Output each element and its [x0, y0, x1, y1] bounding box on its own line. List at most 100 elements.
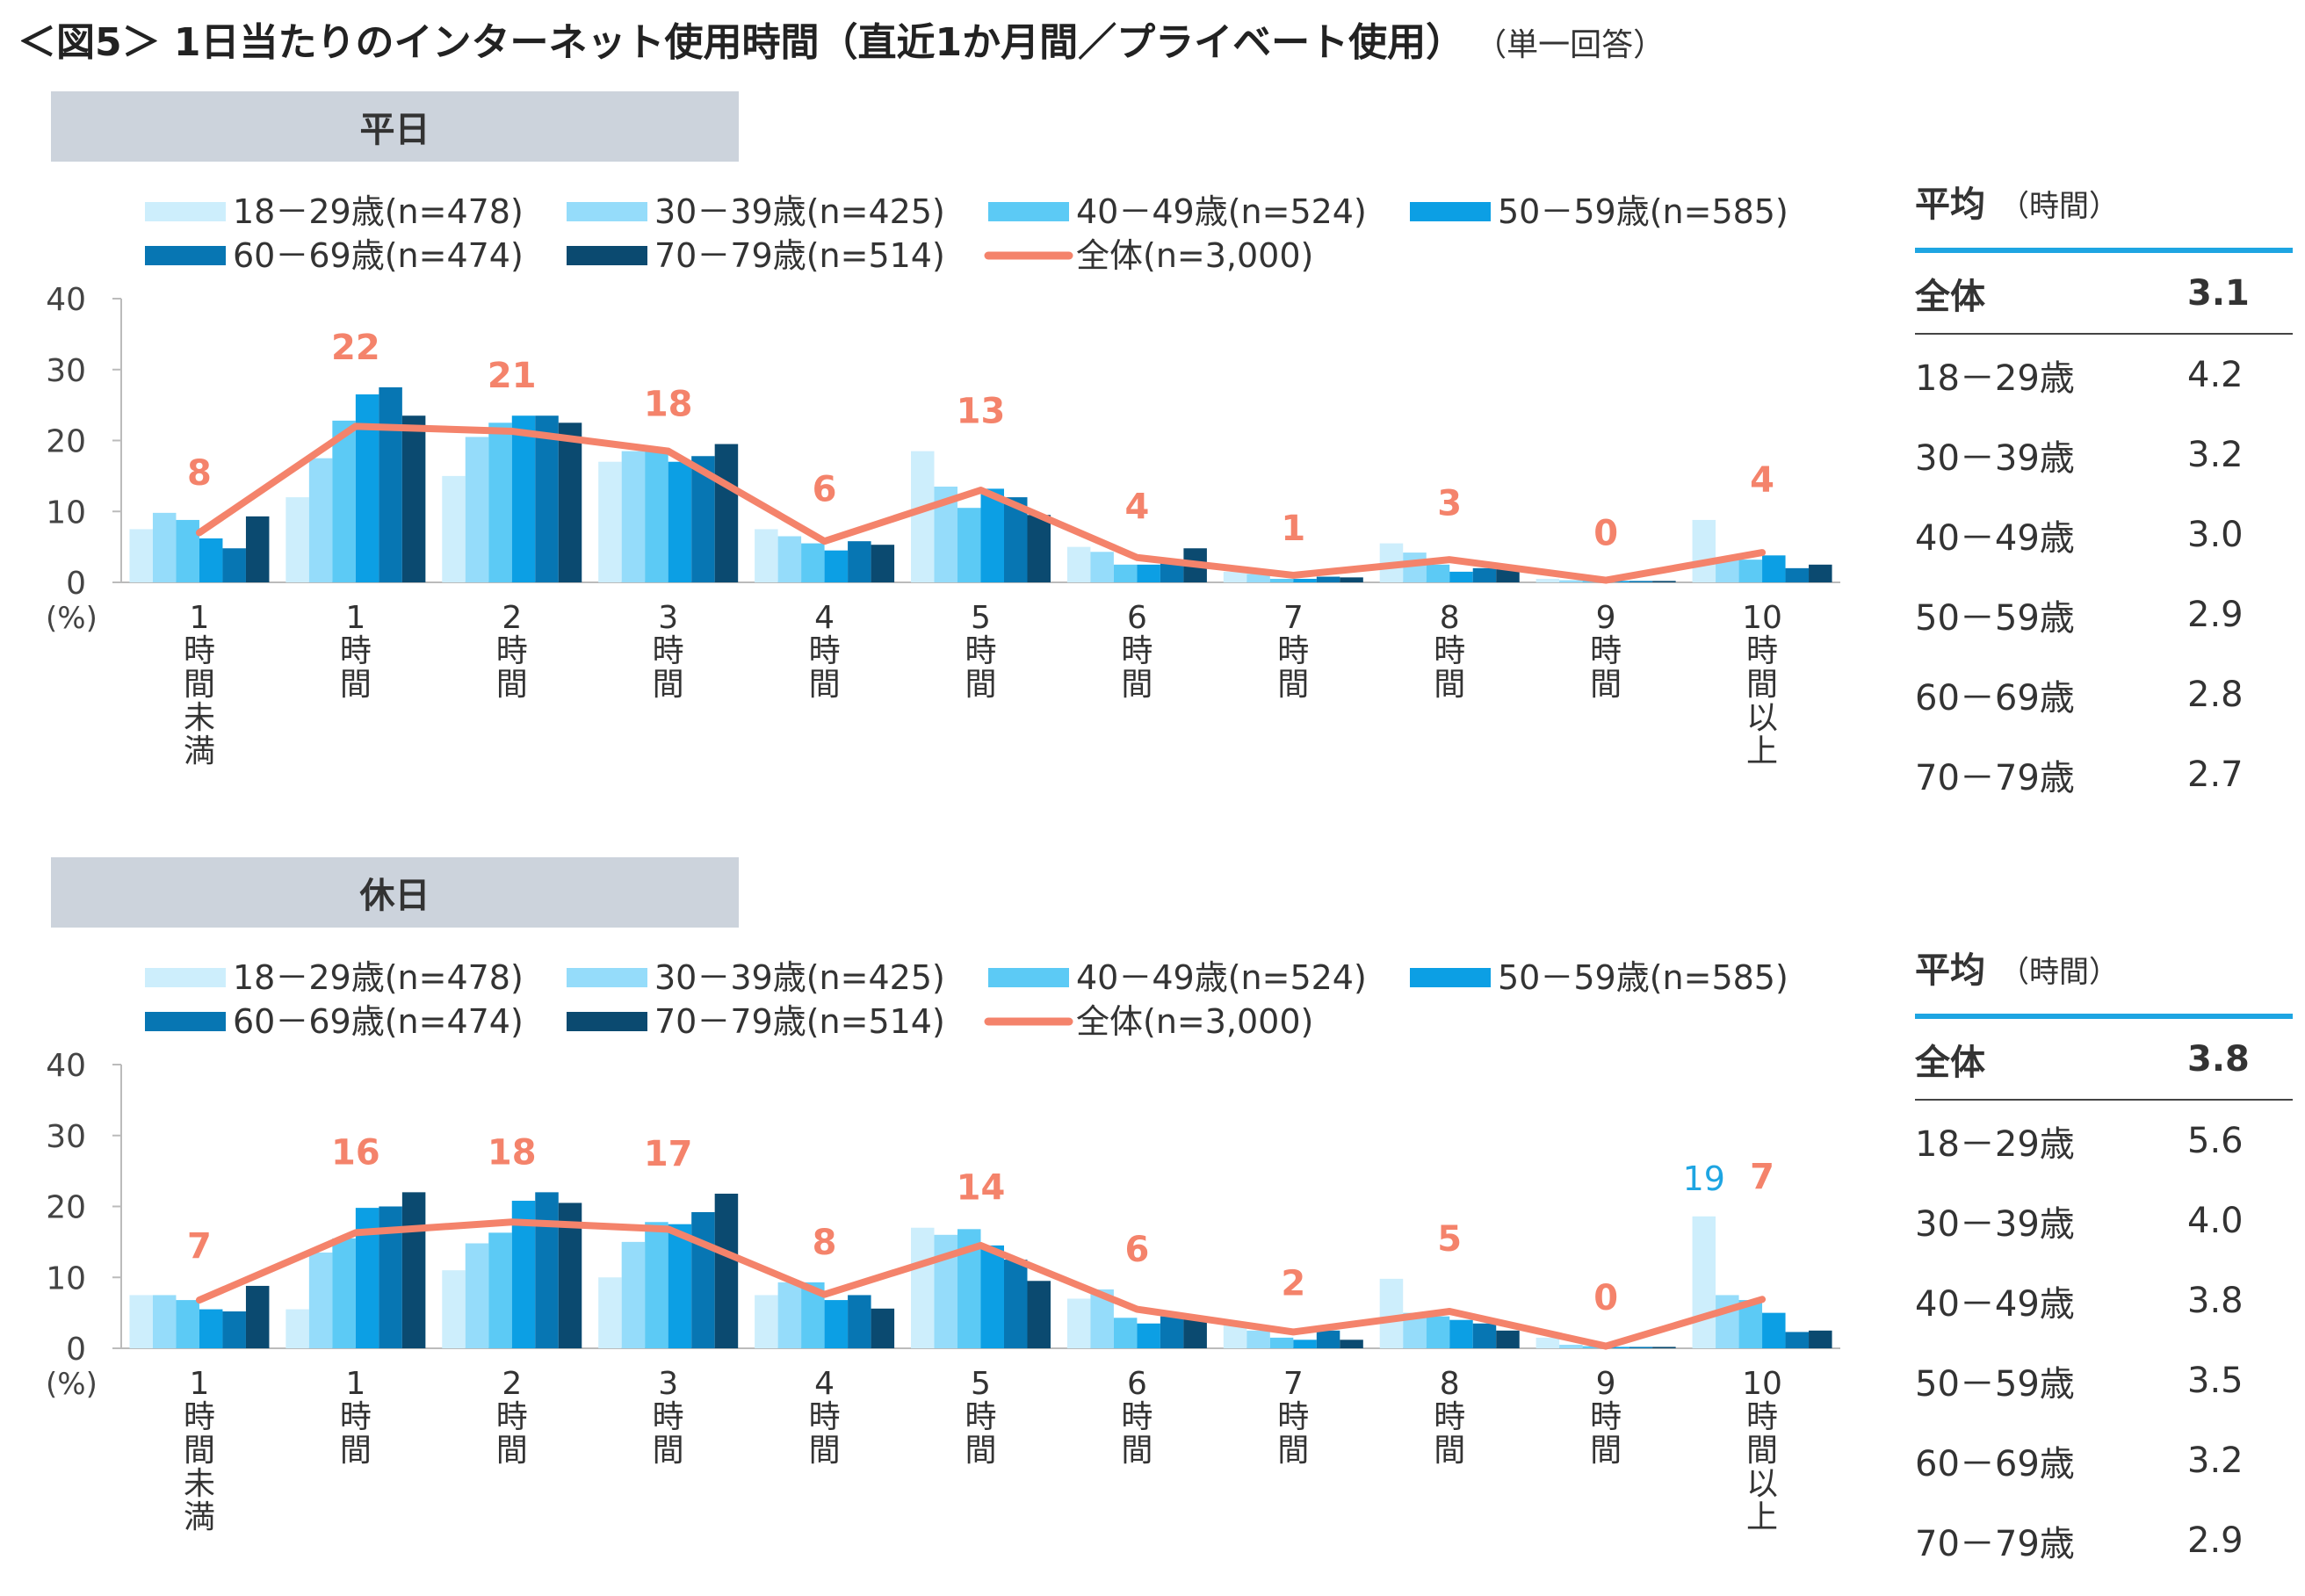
avg-row-label: 40－49歳: [1915, 1283, 2075, 1325]
chart-weekday: 18－29歳(n=478) 30－39歳(n=425) 40－49歳(n=524) 5…: [46, 192, 1840, 769]
x-tick-label-part: 間: [653, 667, 684, 703]
x-tick-label-part: 2: [502, 1366, 522, 1402]
x-tick-label: 6時間: [1121, 1366, 1152, 1469]
avg-row: 30－39歳 4.0: [1915, 1181, 2293, 1260]
bar: [222, 548, 246, 582]
legend-label: 18－29歳(n=478): [233, 958, 524, 997]
x-tick-label-part: 時: [496, 1399, 528, 1435]
data-label: 6: [1124, 1230, 1149, 1270]
x-tick-label: 7時間: [1277, 1366, 1309, 1469]
avg-row-value: 3.8: [2187, 1280, 2244, 1321]
avg-row: 60－69歳 3.2: [1915, 1420, 2293, 1500]
bar: [1379, 1278, 1404, 1348]
avg-row-label: 70－79歳: [1915, 1523, 2075, 1564]
bar: [1535, 578, 1560, 582]
panel-label-weekday: 平日: [51, 91, 739, 162]
legend-label: 30－39歳(n=425): [654, 192, 945, 231]
bar: [199, 1309, 223, 1348]
x-tick-label-part: 間: [1434, 1433, 1465, 1469]
x-tick-label-part: 1: [345, 600, 365, 636]
bar: [911, 451, 935, 582]
avg-row-value: 2.8: [2187, 674, 2244, 715]
x-tick-label-part: 時: [184, 633, 215, 669]
bar: [691, 1211, 715, 1348]
bar: [1582, 1346, 1607, 1348]
avg-row-label: 60－69歳: [1915, 677, 2075, 719]
x-tick-label-part: 1: [190, 600, 210, 636]
bar: [558, 422, 582, 582]
legend-label: 40－49歳(n=524): [1076, 958, 1367, 997]
avg-row: 50－59歳 2.9: [1915, 574, 2293, 654]
x-tick-label-part: 満: [184, 1499, 215, 1535]
data-label-highlight: 19: [1683, 1159, 1725, 1198]
x-tick-label-part: 時: [1746, 1399, 1778, 1435]
x-tick-label-part: 5: [971, 1366, 991, 1402]
bar: [285, 1309, 309, 1348]
y-tick-label: 20: [46, 424, 86, 460]
bar: [1785, 567, 1810, 582]
x-tick-label: 9時間: [1590, 1366, 1622, 1469]
legend-swatch: [1410, 968, 1491, 987]
avg-row-label: 30－39歳: [1915, 1203, 2075, 1245]
bar: [535, 1192, 559, 1348]
x-tick-label: 3時間: [653, 600, 684, 703]
bar: [824, 1300, 849, 1348]
data-label: 7: [187, 1226, 212, 1267]
avg-table-topline: [1915, 1014, 2293, 1019]
bar: [245, 516, 270, 582]
bar: [598, 461, 622, 582]
bar: [465, 1243, 489, 1348]
x-tick-label: 6時間: [1121, 600, 1152, 703]
x-tick-label-part: 7: [1283, 600, 1304, 636]
x-tick-label: 5時間: [965, 1366, 996, 1469]
bar: [488, 1232, 512, 1348]
bar: [332, 420, 356, 582]
bar: [1403, 552, 1427, 582]
x-tick-label: 2時間: [496, 600, 528, 703]
bar: [1535, 1337, 1560, 1348]
x-tick-label-part: 5: [971, 600, 991, 636]
bar: [401, 415, 426, 582]
x-tick-label-part: 未: [184, 1466, 215, 1502]
x-tick-label: 8時間: [1434, 1366, 1465, 1469]
bar: [777, 536, 802, 582]
total-line: [195, 1218, 1767, 1350]
x-tick-label-part: 時: [1277, 1399, 1309, 1435]
x-tick-label-part: 時: [653, 1399, 684, 1435]
bar: [980, 488, 1004, 582]
x-tick-label-part: 時: [1277, 633, 1309, 669]
x-tick-label-part: 時: [1590, 1399, 1622, 1435]
x-tick-label-part: 間: [1590, 1433, 1622, 1469]
x-tick-label-part: 間: [340, 1433, 372, 1469]
panel-label-holiday: 休日: [51, 857, 739, 928]
avg-row-label: 全体: [1915, 1042, 1985, 1083]
x-tick-label-part: 時: [1590, 633, 1622, 669]
avg-row: 60－69歳 2.8: [1915, 654, 2293, 734]
x-tick-label-part: 時: [340, 633, 372, 669]
avg-table-weekday: 全体 3.1 18－29歳 4.2 30－39歳 3.2 40－49歳 3.0 50－59歳 2.…: [1915, 248, 2293, 814]
bar: [1472, 1323, 1497, 1348]
data-label: 8: [813, 1223, 837, 1263]
bar: [1449, 571, 1473, 582]
avg-row-value: 2.7: [2187, 754, 2244, 795]
x-tick-label-part: 時: [184, 1399, 215, 1435]
x-tick-label-part: 間: [1121, 667, 1152, 703]
bar: [1269, 578, 1294, 582]
bar: [176, 1300, 199, 1348]
bar: [1692, 1216, 1716, 1348]
x-tick-label: 2時間: [496, 1366, 528, 1469]
legend-swatch: [1410, 202, 1491, 221]
legend-item: 30－39歳(n=425): [567, 192, 945, 231]
bar: [488, 422, 512, 582]
x-tick-label-part: 間: [496, 667, 528, 703]
legend-item: 全体(n=3,000): [984, 236, 1313, 275]
bar: [980, 1245, 1004, 1348]
x-tick-label-part: 上: [1746, 1499, 1778, 1535]
legend-item: 50－59歳(n=585): [1410, 192, 1788, 231]
x-tick-label-part: 未: [184, 700, 215, 736]
avg-row-label: 18－29歳: [1915, 357, 2075, 399]
avg-table-holiday: 全体 3.8 18－29歳 5.6 30－39歳 4.0 40－49歳 3.8 50－59歳 3.…: [1915, 1014, 2293, 1580]
bar: [1246, 1330, 1270, 1348]
